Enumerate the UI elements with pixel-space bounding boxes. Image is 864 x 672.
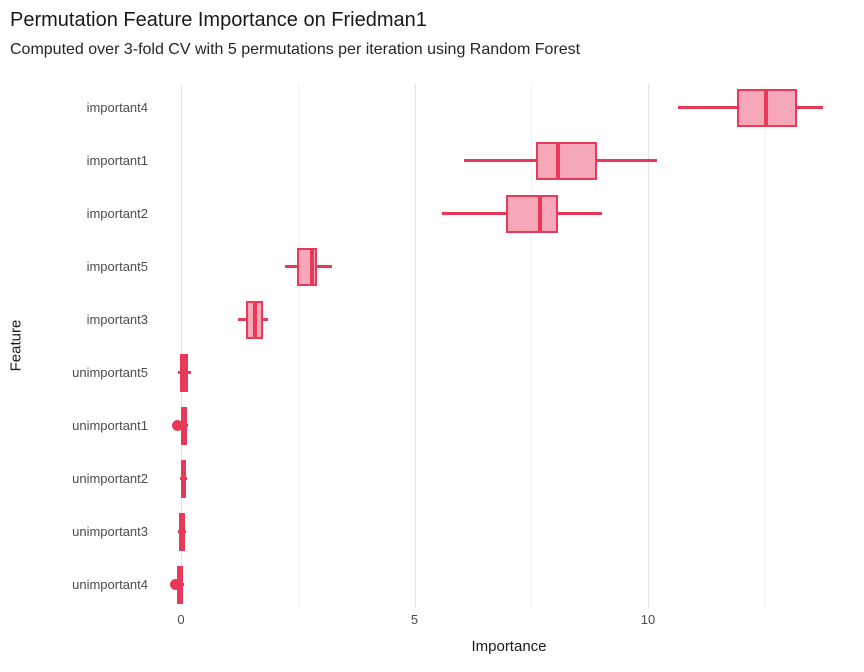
whisker-high xyxy=(186,477,188,480)
whisker-high xyxy=(797,106,824,109)
gridline-minor xyxy=(764,84,766,607)
box xyxy=(535,141,597,180)
y-tick-label: important1 xyxy=(86,152,148,168)
whisker-low xyxy=(677,106,737,109)
whisker-high xyxy=(182,583,184,586)
gridline-major xyxy=(181,84,182,607)
whisker-low xyxy=(178,371,181,374)
y-tick-label: important2 xyxy=(86,205,148,221)
x-tick-label: 0 xyxy=(177,612,185,627)
whisker-high xyxy=(596,159,657,162)
gridline-minor xyxy=(531,84,533,607)
box xyxy=(506,194,558,233)
x-tick-label: 10 xyxy=(640,612,656,627)
whisker-low xyxy=(442,212,507,215)
box xyxy=(296,247,317,286)
chart-subtitle: Computed over 3-fold CV with 5 permutati… xyxy=(10,41,581,58)
median-line xyxy=(179,512,184,551)
whisker-high xyxy=(188,371,191,374)
gridline-major xyxy=(648,84,649,607)
y-tick-label: important3 xyxy=(86,311,148,327)
outlier-dot xyxy=(170,579,182,590)
gridline-minor xyxy=(297,84,299,607)
x-axis-title: Importance xyxy=(471,638,547,655)
y-tick-label: important5 xyxy=(86,258,148,274)
gridline-major xyxy=(414,84,416,607)
median-line xyxy=(252,300,257,339)
median-line xyxy=(181,459,186,498)
y-tick-label: unimportant4 xyxy=(72,576,148,592)
y-tick-label: unimportant5 xyxy=(72,364,148,380)
median-line xyxy=(538,194,543,233)
plot-panel xyxy=(158,84,860,607)
whisker-low xyxy=(285,265,297,268)
y-tick-label: important4 xyxy=(86,99,148,115)
whisker-high xyxy=(187,424,188,427)
whisker-high xyxy=(316,265,332,268)
median-line xyxy=(182,353,187,392)
whisker-low xyxy=(464,159,536,162)
y-tick-label: unimportant1 xyxy=(72,417,148,433)
x-tick-label: 5 xyxy=(410,612,419,627)
outlier-dot xyxy=(172,420,184,431)
y-tick-label: unimportant2 xyxy=(72,470,148,486)
chart-title: Permutation Feature Importance on Friedm… xyxy=(10,9,427,31)
median-line xyxy=(555,141,560,180)
whisker-high xyxy=(263,318,268,321)
median-line xyxy=(764,88,769,127)
whisker-high xyxy=(557,212,602,215)
y-tick-label: unimportant3 xyxy=(72,523,148,539)
whisker-low xyxy=(237,318,246,321)
median-line xyxy=(181,406,186,445)
median-line xyxy=(309,247,314,286)
